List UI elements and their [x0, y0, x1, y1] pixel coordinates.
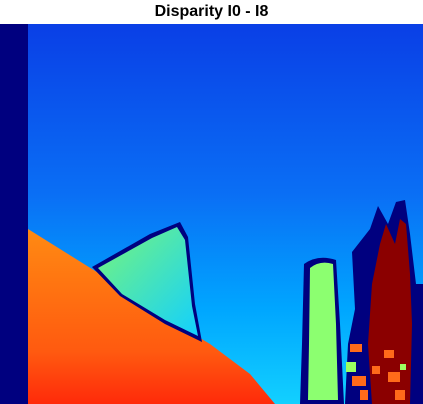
invalid-left-strip [0, 24, 28, 404]
near-ground-region [28, 229, 275, 404]
disparity-map [0, 24, 423, 404]
tree-region [368, 219, 412, 404]
tree-speckles [346, 344, 406, 400]
post-region [308, 262, 338, 400]
slanted-plane-region [98, 227, 198, 336]
figure-title: Disparity I0 - I8 [154, 3, 269, 20]
